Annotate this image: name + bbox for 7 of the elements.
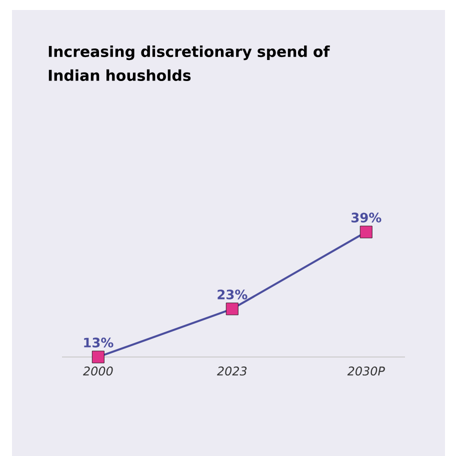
- chart-title: Increasing discretionary spend of Indian housholds: [48, 46, 330, 81]
- x-tick-label: 2000: [83, 366, 113, 376]
- data-label: 13%: [84, 338, 114, 348]
- x-tick-label: 2030P: [347, 366, 385, 376]
- data-label: 23%: [218, 290, 248, 300]
- data-label: 39%: [352, 212, 382, 222]
- x-tick-label: 2023: [216, 366, 247, 376]
